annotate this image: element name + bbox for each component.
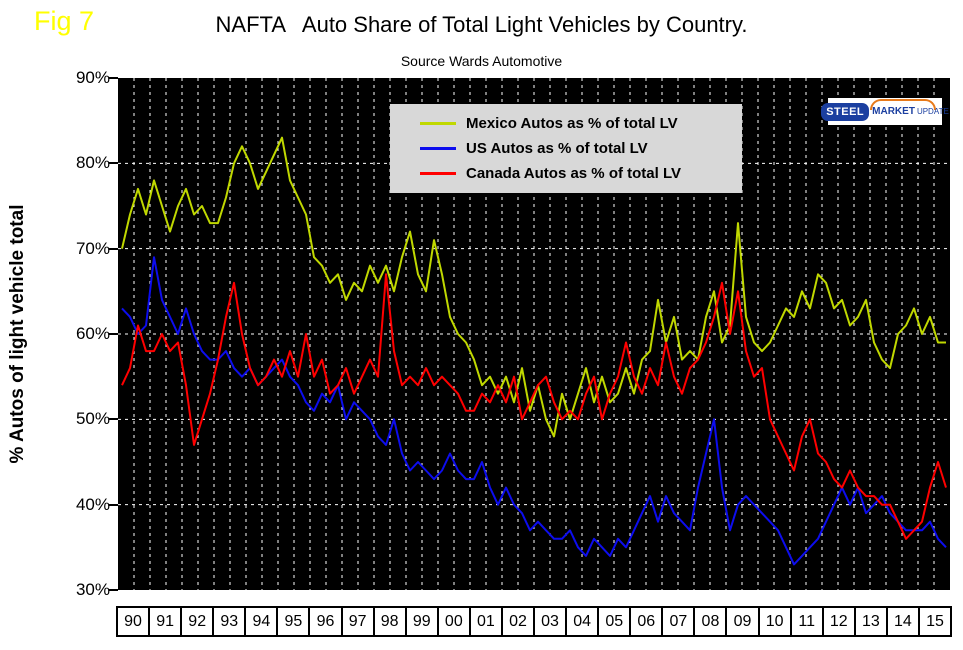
x-year-label: 04 [567, 608, 600, 635]
y-tick-label: 60% [75, 324, 110, 343]
legend-label: US Autos as % of total LV [466, 140, 648, 157]
x-year-label: 91 [150, 608, 183, 635]
x-year-label: 97 [343, 608, 375, 635]
x-year-label: 09 [727, 608, 760, 635]
x-year-label: 08 [695, 608, 728, 635]
y-axis-title-text: % Autos of light vehicle total [7, 204, 28, 464]
figure-label: Fig 7 [34, 6, 95, 36]
x-year-label: 07 [663, 608, 696, 635]
legend-item-canada: Canada Autos as % of total LV [390, 161, 742, 186]
x-year-label: 02 [503, 608, 536, 635]
y-axis-title: % Autos of light vehicle total [4, 78, 32, 590]
x-year-label: 01 [471, 608, 503, 635]
x-year-label: 96 [310, 608, 343, 635]
x-year-label: 98 [375, 608, 407, 635]
y-tick-mark [109, 333, 118, 335]
y-tick-label: 70% [75, 238, 110, 258]
logo-update-text: UPDATE [916, 107, 949, 116]
y-tick-mark [109, 247, 118, 250]
legend-line-swatch [420, 172, 456, 175]
y-tick-mark [109, 503, 118, 506]
legend-line-swatch [420, 122, 456, 125]
legend-label: Canada Autos as % of total LV [466, 165, 682, 182]
x-year-label: 99 [407, 608, 439, 635]
y-tick-mark [109, 589, 118, 591]
steel-market-update-logo: STEEL MARKET UPDATE [821, 98, 949, 125]
y-tick-label: 30% [75, 580, 110, 599]
y-tick-label: 80% [75, 153, 110, 173]
chart-title: NAFTA Auto Share of Total Light Vehicles… [215, 12, 748, 37]
x-year-label: 13 [856, 608, 888, 635]
legend-item-mexico: Mexico Autos as % of total LV [390, 111, 742, 136]
logo-steel-text: STEEL [821, 102, 870, 121]
legend-line-swatch [420, 147, 456, 150]
series-line-canada [121, 273, 947, 540]
logo-arc-icon [870, 99, 936, 110]
x-year-label: 93 [214, 608, 247, 635]
x-year-label: 92 [182, 608, 215, 635]
x-year-label: 12 [824, 608, 856, 635]
y-tick-mark [109, 77, 118, 79]
legend: Mexico Autos as % of total LV US Autos as… [390, 104, 742, 193]
plot-area: Mexico Autos as % of total LV US Autos as… [118, 78, 950, 590]
logo-market-text: MARKET [872, 106, 915, 117]
x-axis-year-labels: 90 91 92 93 94 95 96 97 98 99 00 01 02 03 04 05 06 07 08 09… [116, 606, 952, 637]
y-tick-label: 40% [75, 494, 110, 514]
y-tick-label: 50% [75, 409, 110, 429]
x-year-label: 15 [926, 612, 944, 630]
series-line-mexico [121, 136, 946, 438]
y-tick-label: 90% [75, 68, 110, 87]
x-year-label: 05 [599, 608, 632, 635]
y-tick-mark [109, 418, 118, 421]
x-year-label: 10 [760, 608, 792, 635]
y-tick-mark [109, 162, 118, 165]
x-year-label: 94 [246, 608, 279, 635]
x-year-label: 95 [278, 608, 311, 635]
x-year-label: 00 [439, 608, 471, 635]
x-year-label: 11 [792, 608, 824, 635]
x-year-label: 14 [888, 608, 920, 635]
x-year-label: 03 [535, 608, 568, 635]
x-year-label: 06 [631, 608, 664, 635]
x-year-label: 90 [118, 608, 151, 635]
chart-subtitle: Source Wards Automotive [400, 53, 563, 69]
legend-item-us: US Autos as % of total LV [390, 136, 742, 161]
legend-label: Mexico Autos as % of total LV [466, 115, 678, 132]
